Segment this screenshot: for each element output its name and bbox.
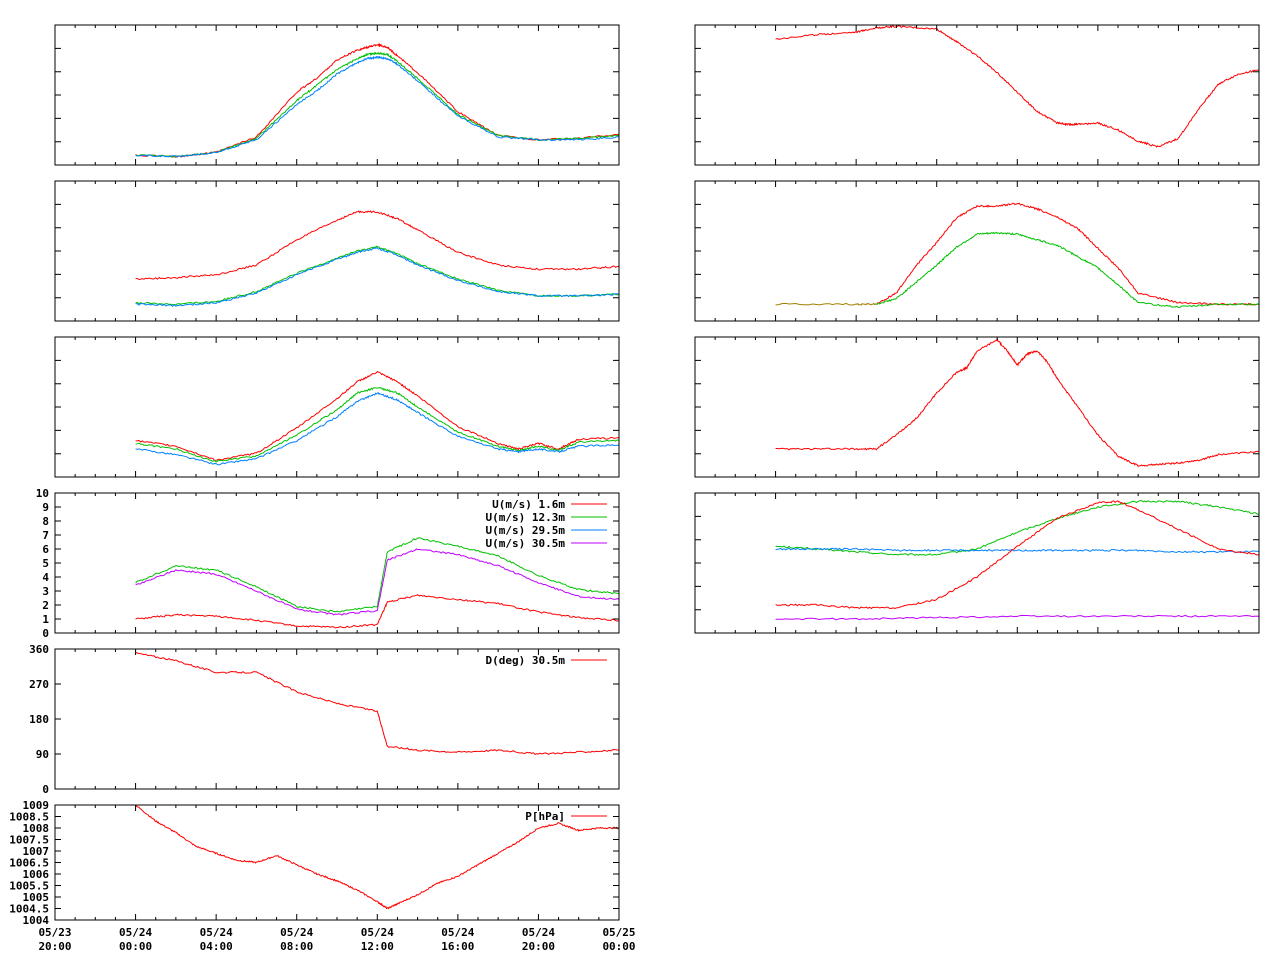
- y-tick-label: 1004: [23, 914, 50, 927]
- chart-panel-left-1: [54, 24, 620, 166]
- x-tick-label-date: 05/24: [441, 926, 474, 939]
- y-tick-label: 1007.5: [9, 834, 49, 847]
- series-line-right-4-green: [775, 500, 1260, 556]
- series-line-right-2-green: [876, 231, 1260, 309]
- y-tick-label: 90: [36, 748, 49, 761]
- series-line-right-2-olive: [775, 302, 877, 306]
- chart-panel-left-3: [54, 336, 620, 478]
- y-tick-label: 1005.5: [9, 880, 49, 893]
- series-line-left-3-blue: [135, 391, 620, 466]
- y-tick-label: 1008: [23, 822, 50, 835]
- x-tick-label-time: 08:00: [280, 940, 313, 953]
- series-line-left-1-blue: [135, 55, 620, 158]
- series-line-left-4-red: [135, 594, 620, 629]
- y-tick-label: 270: [29, 678, 49, 691]
- legend-label: D(deg) 30.5m: [486, 654, 566, 667]
- y-tick-label: 1006: [23, 868, 50, 881]
- x-tick-label-time: 00:00: [119, 940, 152, 953]
- y-tick-label: 0: [42, 783, 49, 796]
- y-tick-label: 1005: [23, 891, 50, 904]
- series-line-left-4-green: [135, 537, 620, 613]
- chart-panel-left-6: 10041004.510051005.510061006.510071007.5…: [9, 799, 635, 953]
- x-tick-label-time: 00:00: [602, 940, 635, 953]
- chart-panel-right-4: [694, 492, 1260, 634]
- chart-panel-right-3: [694, 336, 1260, 478]
- y-tick-label: 1009: [23, 799, 50, 812]
- x-tick-label-time: 12:00: [361, 940, 394, 953]
- series-line-left-6-red: [135, 804, 620, 910]
- legend-label: P[hPa]: [525, 810, 565, 823]
- x-tick-label-time: 16:00: [441, 940, 474, 953]
- y-tick-label: 9: [42, 501, 49, 514]
- x-tick-label-date: 05/25: [602, 926, 635, 939]
- legend-label: U(m/s) 29.5m: [486, 524, 566, 537]
- y-tick-label: 10: [36, 487, 49, 500]
- x-tick-label-date: 05/23: [38, 926, 71, 939]
- y-tick-label: 1008.5: [9, 811, 49, 824]
- series-line-right-4-purple: [775, 614, 1260, 621]
- series-line-right-4-red: [775, 500, 1260, 610]
- chart-panel-right-2: [694, 180, 1260, 322]
- y-tick-label: 1006.5: [9, 857, 49, 870]
- y-tick-label: 4: [42, 571, 49, 584]
- y-tick-label: 1: [42, 613, 49, 626]
- x-tick-label-date: 05/24: [280, 926, 313, 939]
- series-line-right-4-blue: [775, 547, 1260, 554]
- chart-panel-right-1: [694, 24, 1260, 166]
- x-tick-label-date: 05/24: [119, 926, 152, 939]
- y-tick-label: 3: [42, 585, 49, 598]
- x-tick-label-time: 20:00: [522, 940, 555, 953]
- series-line-right-3-red: [775, 338, 1260, 467]
- x-tick-label-date: 05/24: [522, 926, 555, 939]
- y-tick-label: 2: [42, 599, 49, 612]
- series-line-right-1-red: [775, 25, 1260, 148]
- y-tick-label: 180: [29, 713, 49, 726]
- x-tick-label-time: 20:00: [38, 940, 71, 953]
- y-tick-label: 1004.5: [9, 903, 49, 916]
- series-line-left-2-red: [135, 210, 620, 281]
- y-tick-label: 5: [42, 557, 49, 570]
- series-line-left-3-red: [135, 371, 620, 461]
- series-line-right-2-red: [876, 202, 1260, 306]
- y-tick-label: 7: [42, 529, 49, 542]
- x-tick-label-date: 05/24: [200, 926, 233, 939]
- legend-label: U(m/s) 30.5m: [486, 537, 566, 550]
- legend-label: U(m/s) 12.3m: [486, 511, 566, 524]
- series-line-left-4-purple: [135, 548, 620, 616]
- chart-panel-left-5: 0 90 180 270 360 D(deg) 30.5m: [29, 643, 620, 796]
- chart-panel-left-2: [54, 180, 620, 322]
- y-tick-label: 360: [29, 643, 49, 656]
- y-tick-label: 1007: [23, 845, 50, 858]
- x-tick-label-date: 05/24: [361, 926, 394, 939]
- y-tick-label: 6: [42, 543, 49, 556]
- series-line-left-5-red: [135, 651, 620, 755]
- y-tick-label: 0: [42, 627, 49, 640]
- legend-label: U(m/s) 1.6m: [492, 498, 565, 511]
- series-line-left-3-green: [135, 387, 620, 463]
- y-tick-label: 8: [42, 515, 49, 528]
- x-tick-label-time: 04:00: [200, 940, 233, 953]
- series-line-left-2-blue: [135, 246, 620, 307]
